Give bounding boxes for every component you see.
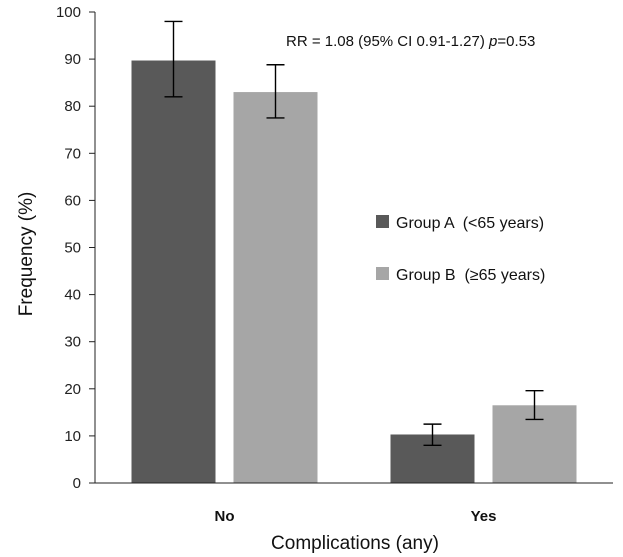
y-tick-label: 90 [64,51,81,68]
y-tick-label: 70 [64,145,81,162]
x-category-label: No [215,508,235,525]
y-tick-label: 30 [64,334,81,351]
y-tick-label: 60 [64,192,81,209]
x-axis: No Yes [95,482,613,525]
rr-annotation-prefix: RR = 1.08 (95% CI 0.91-1.27) [286,33,489,50]
y-axis: 0 10 20 30 40 50 60 70 80 90 100 [56,4,96,492]
bar-no-series-1 [233,92,318,483]
y-tick-label: 40 [64,287,81,304]
x-category-label: Yes [471,508,497,525]
y-tick-label: 0 [73,475,81,492]
y-tick-label: 20 [64,381,81,398]
bars [131,60,577,483]
y-tick-label: 80 [64,98,81,115]
p-value: =0.53 [497,33,535,50]
bar-no-series-0 [131,60,216,483]
p-symbol: p [488,33,497,50]
error-bars [164,20,544,447]
y-tick-label: 50 [64,240,81,257]
x-axis-title: Complications (any) [271,533,439,554]
rr-annotation: RR = 1.08 (95% CI 0.91-1.27) p=0.53 [286,33,535,50]
legend-swatch-group-a [376,215,389,228]
legend-swatch-group-b [376,267,389,280]
y-axis-title: Frequency (%) [16,192,37,317]
legend: Group A (<65 years) Group B (≥65 years) [376,215,545,284]
legend-label-group-b: Group B (≥65 years) [396,267,545,284]
legend-label-group-a: Group A (<65 years) [396,215,544,232]
y-tick-label: 10 [64,428,81,445]
y-tick-label: 100 [56,4,81,21]
